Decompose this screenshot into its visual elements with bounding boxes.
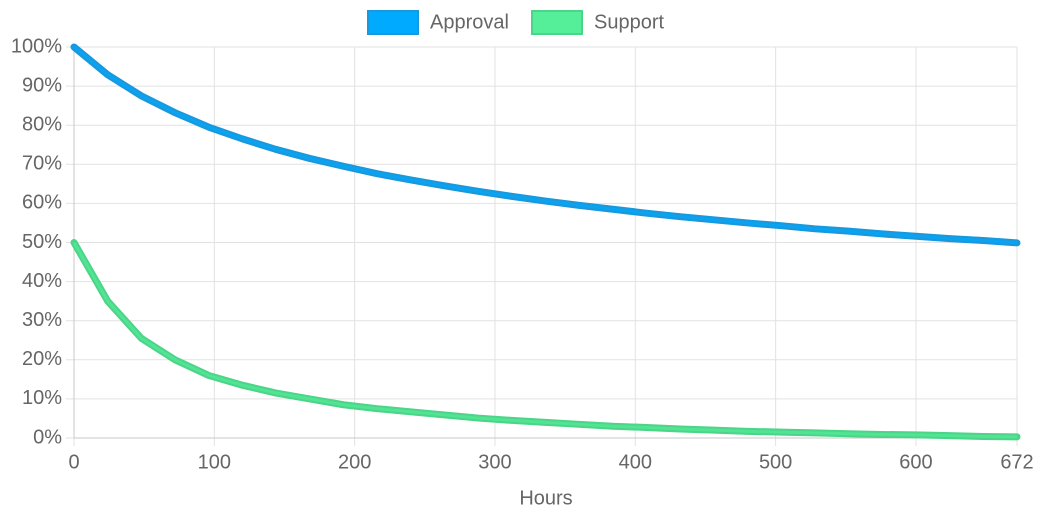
- x-tick-label: 400: [619, 451, 652, 473]
- x-tick-label: 672: [1000, 451, 1033, 473]
- series-line: [70, 43, 1021, 247]
- x-tick-label: 200: [338, 451, 371, 473]
- y-tick-label: 40%: [22, 270, 62, 292]
- y-tick-label: 70%: [22, 153, 62, 175]
- legend-swatch[interactable]: [531, 10, 583, 35]
- x-tick-label: 100: [198, 451, 231, 473]
- y-tick-label: 100%: [11, 35, 62, 57]
- series-line-core: [72, 241, 1018, 439]
- x-tick-label: 600: [899, 451, 932, 473]
- y-tick-label: 20%: [22, 348, 62, 370]
- x-tick-label: 500: [759, 451, 792, 473]
- y-tick-label: 80%: [22, 113, 62, 135]
- y-tick-label: 30%: [22, 309, 62, 331]
- y-tick-label: 50%: [22, 231, 62, 253]
- y-tick-label: 90%: [22, 74, 62, 96]
- y-tick-label: 60%: [22, 192, 62, 214]
- legend-label[interactable]: Approval: [430, 11, 509, 33]
- y-tick-label: 10%: [22, 387, 62, 409]
- legend-swatch[interactable]: [367, 10, 419, 35]
- y-tick-label: 0%: [33, 426, 62, 448]
- x-tick-label: 300: [478, 451, 511, 473]
- x-axis-title: Hours: [519, 487, 572, 509]
- series-line-core: [73, 45, 1018, 245]
- series-line: [70, 239, 1021, 441]
- legend-label[interactable]: Support: [594, 11, 664, 33]
- x-tick-label: 0: [68, 451, 79, 473]
